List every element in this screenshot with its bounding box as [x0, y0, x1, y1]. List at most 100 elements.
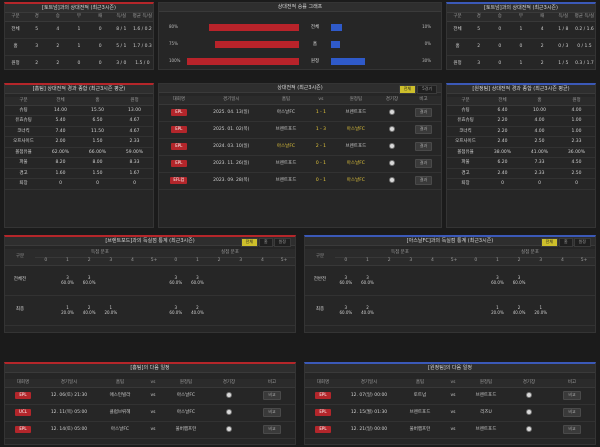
result-button[interactable]: 결과 — [414, 176, 433, 185]
compare-button[interactable]: 비교 — [563, 391, 581, 400]
result-button[interactable]: 결과 — [414, 159, 433, 168]
compare-button[interactable]: 비교 — [563, 408, 581, 417]
away-team[interactable]: 아스날FC — [333, 155, 379, 173]
goal-count-header: 0 — [464, 257, 487, 266]
home-team[interactable]: 울버햄프턴 — [397, 421, 443, 439]
stat-value: 1.7 / 0.3 — [131, 38, 153, 56]
fixture-date: 12. 11(목) 05:00 — [41, 404, 97, 422]
away-team[interactable]: 울버햄프턴 — [163, 421, 209, 439]
result-button[interactable]: 결과 — [414, 142, 433, 151]
home-team[interactable]: 아스날FC — [263, 138, 309, 156]
goal-count-header-row: 0 1 2 3 4 5+ 0 1 2 3 4 5+ — [5, 257, 295, 266]
next-home-panel: [홈팀]의 다음 일정 대회명 경기일시 홈팀 vs 원정팀 경기장 비고 EPL 12. 0… — [4, 362, 296, 445]
league-badge: EPL — [170, 143, 187, 150]
stat-value: 7.40 — [42, 126, 79, 137]
home-team[interactable]: 브렌트포드 — [263, 155, 309, 173]
home-team[interactable]: 아스날FC — [263, 104, 309, 122]
scored-cell — [378, 265, 400, 296]
goal-count-header: 3 — [529, 257, 552, 266]
table-row: 볼점유율 62.00% 66.00% 59.00% — [5, 147, 153, 158]
goal-count-header: 3 — [99, 257, 122, 266]
scored-cell — [121, 295, 144, 326]
row-label: 홈 — [5, 38, 27, 56]
stat-value: 6.50 — [79, 115, 116, 127]
column-header: 홈팀 — [263, 96, 309, 105]
home-team[interactable]: 클럽브뤼헤 — [97, 404, 143, 422]
away-team[interactable]: 브렌트포드 — [463, 387, 509, 405]
away-team[interactable]: 브렌트포드 — [333, 138, 379, 156]
h2h-away-panel: [토트넘]과의 상대전적 (최근3시즌) 구분 경 승 무 패 득/실 평균 득/실 전체 5… — [446, 2, 596, 70]
away-team[interactable]: 리즈U — [463, 404, 509, 422]
compare-button[interactable]: 비교 — [263, 425, 281, 434]
compare-button[interactable]: 비교 — [563, 425, 581, 434]
goals-away-panel: [아스날FC]과의 득실점 통계 (최근3시즌) 전체 홈 원정 구분 득점 분포 실점… — [304, 235, 596, 333]
away-team[interactable]: 아스날FC — [163, 404, 209, 422]
away-team[interactable]: 브렌트포드 — [333, 104, 379, 122]
home-team[interactable]: 브렌트포드 — [263, 121, 309, 139]
tab-0[interactable]: 전체 — [540, 238, 558, 247]
home-team[interactable]: 브렌트포드 — [263, 172, 309, 190]
scored-cell: 1 20.0% — [99, 295, 122, 326]
stat-value: 1.00 — [558, 115, 595, 127]
stat-value: 0 / 1.5 — [573, 38, 595, 56]
compare-button[interactable]: 비교 — [263, 391, 281, 400]
h2h-home-panel: [토트넘]과의 상대전적 (최근3시즌) 구분 경 승 무 패 득/실 평균 득/실 전체 5… — [4, 2, 154, 70]
tab-2[interactable]: 원정 — [273, 238, 291, 247]
home-team[interactable]: 애스턴빌라 — [97, 387, 143, 405]
column-header: 경 — [468, 13, 490, 22]
home-team[interactable]: 토트넘 — [397, 387, 443, 405]
goal-count-header: 1 — [486, 257, 509, 266]
scored-cell: 1 20.0% — [56, 295, 79, 326]
fixture-date: 12. 15(월) 01:30 — [341, 404, 397, 422]
panel-title: [토트넘]과의 상대전적 (최근3시즌) — [5, 4, 153, 13]
away-team[interactable]: 아스날FC — [163, 387, 209, 405]
away-team[interactable]: 브렌트포드 — [463, 421, 509, 439]
stat-value: 4.67 — [116, 126, 153, 137]
goal-count-header: 2 — [378, 257, 400, 266]
stat-value: 4.00 — [521, 115, 558, 127]
result-button[interactable]: 결과 — [414, 125, 433, 134]
next-away-table: 대회명 경기일시 홈팀 vs 원정팀 경기장 비고 EPL 12. 07(일) 00:00 토트… — [305, 379, 595, 439]
table-row: 코너킥 7.40 11.50 4.67 — [5, 126, 153, 137]
compare-button[interactable]: 비교 — [263, 408, 281, 417]
tab-2[interactable]: 원정 — [573, 238, 591, 247]
result-button[interactable]: 결과 — [414, 108, 433, 117]
stat-value: 0 — [521, 178, 558, 190]
away-team[interactable]: 아스날FC — [333, 121, 379, 139]
row-label: 오프사이드 — [5, 136, 42, 148]
vs-cell: vs — [143, 404, 163, 422]
column-header: vs — [143, 379, 163, 388]
conceded-dist-header: 실점 분포 — [464, 249, 595, 258]
home-team[interactable]: 아스날FC — [97, 421, 143, 439]
stadium-cell — [209, 421, 249, 439]
tab-1[interactable]: 홈 — [258, 238, 273, 247]
column-header: 경기일시 — [198, 96, 264, 105]
column-header: 구분 — [447, 97, 484, 106]
league-cell: UCL — [5, 404, 41, 422]
column-header: 홈 — [79, 97, 116, 106]
stat-value: 1.50 — [79, 168, 116, 179]
tab-0[interactable]: 전체 — [240, 238, 258, 247]
column-header: 비고 — [405, 96, 441, 105]
goal-dist-row: 최종 3 60.0% 2 40.0% 1 20.0% 2 40.0% 1 20.0% — [305, 295, 595, 326]
stat-value: 0 — [558, 178, 595, 190]
row-label: 오프사이드 — [447, 136, 484, 148]
stat-value: 3 — [26, 38, 48, 56]
tab-0[interactable]: 전체 — [398, 85, 417, 94]
goal-dist-row: 최종 1 20.0% 2 40.0% 1 20.0% 3 60.0% 2 40.0% — [5, 295, 295, 326]
stat-value: 1 — [68, 21, 90, 39]
league-badge: EPL — [15, 426, 31, 433]
column-header: 원정팀 — [163, 379, 209, 388]
away-team[interactable]: 아스날FC — [333, 172, 379, 190]
table-row: 전체 5 4 1 0 8 / 1 1.6 / 0.2 — [5, 21, 153, 39]
home-team[interactable]: 브렌트포드 — [397, 404, 443, 422]
record-away-table: 구분 전체 홈 원정 슈팅 6.40 10.00 4.00 유효슈팅 2.20 4.00 1.00 코… — [447, 97, 595, 190]
goal-dist-row: 전체전 3 60.0% 3 60.0% 3 60.0% 3 60.0% — [5, 265, 295, 296]
goals-away-tabs: 전체 홈 원정 — [540, 238, 591, 247]
row-label: 경고 — [5, 168, 42, 179]
scored-cell — [378, 295, 400, 326]
column-header: 평균 득/실 — [131, 13, 153, 22]
tab-1[interactable]: 5경기 — [417, 85, 437, 94]
tab-1[interactable]: 홈 — [558, 238, 573, 247]
record-home-table: 구분 전체 홈 원정 슈팅 14.00 15.50 13.00 유효슈팅 5.40 6.50 4.6… — [5, 97, 153, 190]
